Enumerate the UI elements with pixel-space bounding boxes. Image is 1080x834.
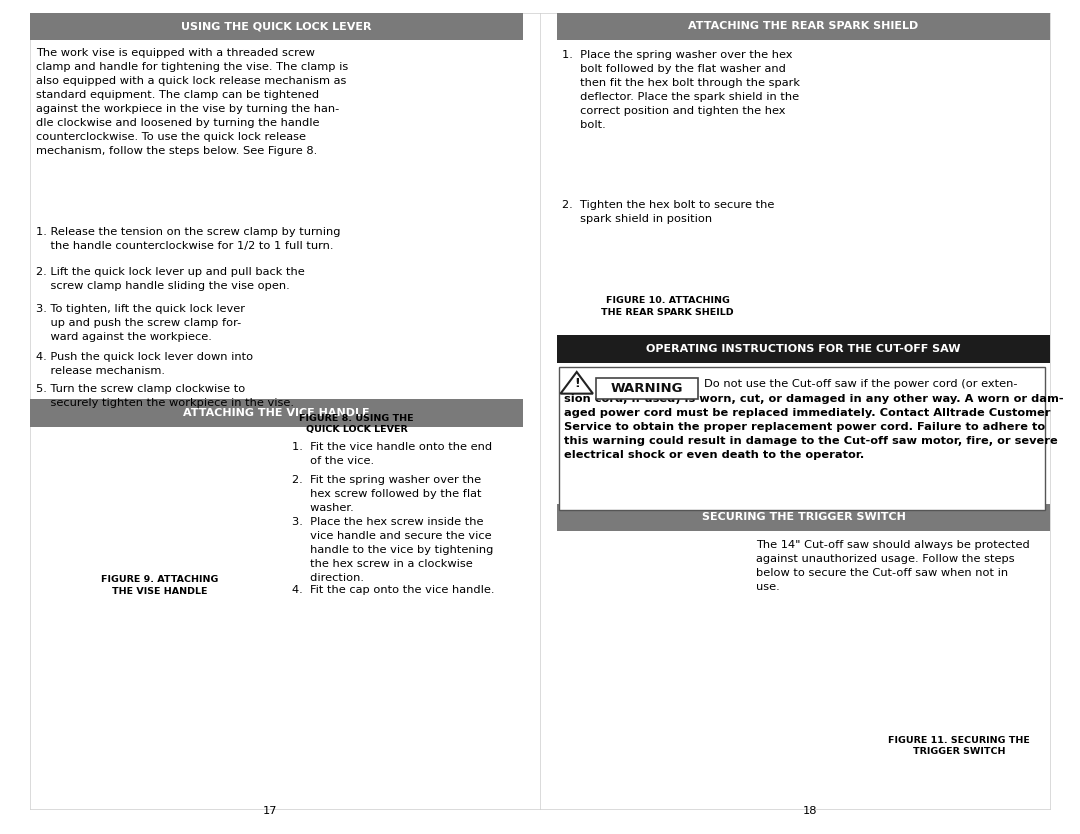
Text: !: ! <box>573 377 580 390</box>
Bar <box>557 13 1050 40</box>
Polygon shape <box>561 372 593 394</box>
Text: OPERATING INSTRUCTIONS FOR THE CUT-OFF SAW: OPERATING INSTRUCTIONS FOR THE CUT-OFF S… <box>646 344 961 354</box>
Bar <box>557 335 1050 363</box>
Text: 1.  Fit the vice handle onto the end
     of the vice.: 1. Fit the vice handle onto the end of t… <box>292 442 491 466</box>
Text: 4. Push the quick lock lever down into
    release mechanism.: 4. Push the quick lock lever down into r… <box>36 352 253 376</box>
Bar <box>30 13 523 40</box>
Text: The work vise is equipped with a threaded screw
clamp and handle for tightening : The work vise is equipped with a threade… <box>36 48 348 156</box>
Text: 4.  Fit the cap onto the vice handle.: 4. Fit the cap onto the vice handle. <box>292 585 495 595</box>
Text: 2. Lift the quick lock lever up and pull back the
    screw clamp handle sliding: 2. Lift the quick lock lever up and pull… <box>36 267 305 291</box>
Text: FIGURE 11. SECURING THE
TRIGGER SWITCH: FIGURE 11. SECURING THE TRIGGER SWITCH <box>888 736 1030 756</box>
Text: 1. Release the tension on the screw clamp by turning
    the handle counterclock: 1. Release the tension on the screw clam… <box>36 227 340 251</box>
Bar <box>596 378 698 399</box>
Text: 3. To tighten, lift the quick lock lever
    up and push the screw clamp for-
  : 3. To tighten, lift the quick lock lever… <box>36 304 245 343</box>
Text: 1.  Place the spring washer over the hex
     bolt followed by the flat washer a: 1. Place the spring washer over the hex … <box>562 50 799 130</box>
Text: 2.  Fit the spring washer over the
     hex screw followed by the flat
     wash: 2. Fit the spring washer over the hex sc… <box>292 475 481 514</box>
Text: FIGURE 10. ATTACHING
THE REAR SPARK SHEILD: FIGURE 10. ATTACHING THE REAR SPARK SHEI… <box>602 296 733 317</box>
Text: 18: 18 <box>802 806 818 816</box>
Text: 3.  Place the hex screw inside the
     vice handle and secure the vice
     han: 3. Place the hex screw inside the vice h… <box>292 517 492 583</box>
Text: 5. Turn the screw clamp clockwise to
    securely tighten the workpiece in the v: 5. Turn the screw clamp clockwise to sec… <box>36 384 294 408</box>
Text: SECURING THE TRIGGER SWITCH: SECURING THE TRIGGER SWITCH <box>702 513 905 522</box>
Bar <box>559 367 1045 510</box>
Text: Do not use the Cut-off saw if the power cord (or exten-: Do not use the Cut-off saw if the power … <box>704 379 1017 389</box>
Text: USING THE QUICK LOCK LEVER: USING THE QUICK LOCK LEVER <box>181 22 372 31</box>
Bar <box>557 504 1050 531</box>
Text: FIGURE 8. USING THE
QUICK LOCK LEVER: FIGURE 8. USING THE QUICK LOCK LEVER <box>299 414 414 435</box>
Text: 2.  Tighten the hex bolt to secure the
     spark shield in position: 2. Tighten the hex bolt to secure the sp… <box>562 200 774 224</box>
Text: ATTACHING THE REAR SPARK SHIELD: ATTACHING THE REAR SPARK SHIELD <box>688 22 919 31</box>
Text: 17: 17 <box>262 806 278 816</box>
Text: ATTACHING THE VICE HANDLE: ATTACHING THE VICE HANDLE <box>184 409 369 418</box>
Text: The 14" Cut-off saw should always be protected
against unauthorized usage. Follo: The 14" Cut-off saw should always be pro… <box>756 540 1029 592</box>
Text: sion cord, if used) is worn, cut, or damaged in any other way. A worn or dam-
ag: sion cord, if used) is worn, cut, or dam… <box>564 394 1064 460</box>
Text: WARNING: WARNING <box>610 382 684 395</box>
Bar <box>30 399 523 427</box>
Text: FIGURE 9. ATTACHING
THE VISE HANDLE: FIGURE 9. ATTACHING THE VISE HANDLE <box>102 575 218 596</box>
